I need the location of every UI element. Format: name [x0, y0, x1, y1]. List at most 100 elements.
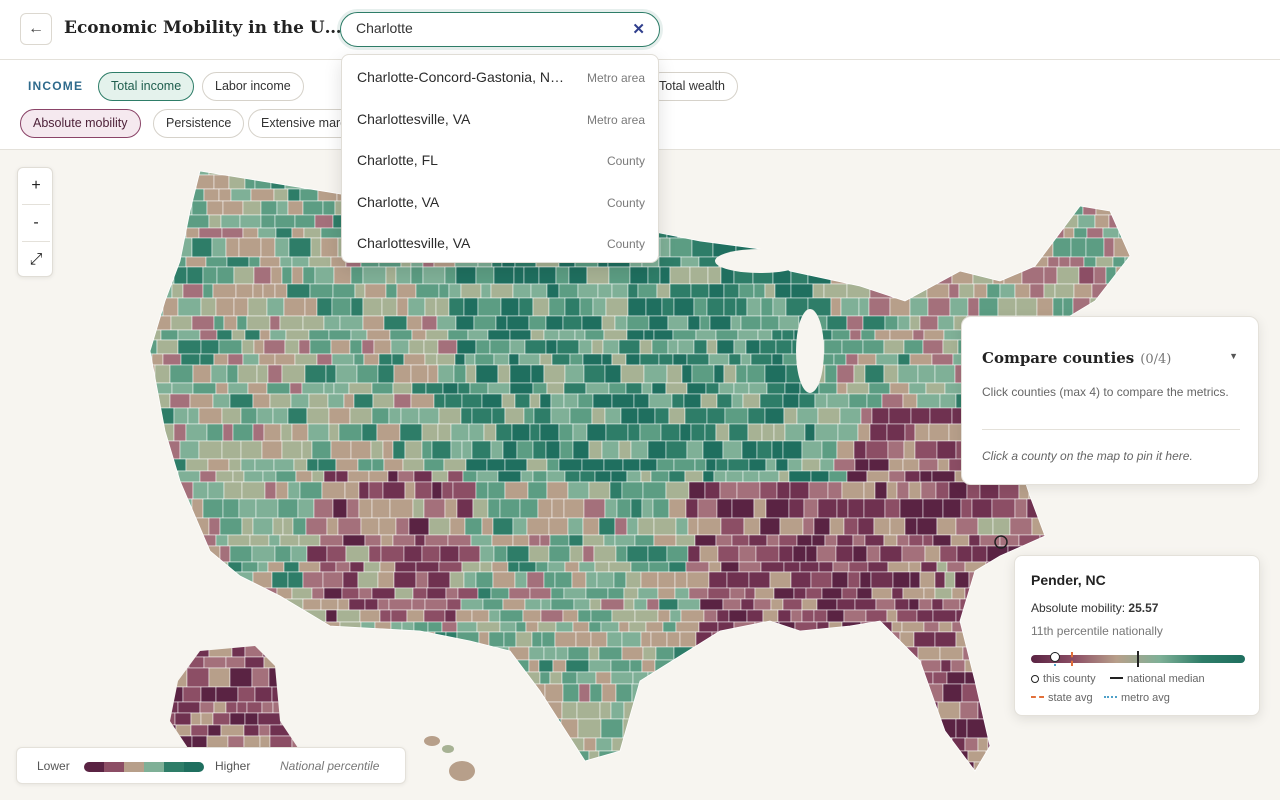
county-shape[interactable] — [863, 780, 875, 790]
county-shape[interactable] — [364, 598, 379, 611]
county-shape[interactable] — [1031, 174, 1048, 190]
county-shape[interactable] — [458, 718, 471, 739]
county-shape[interactable] — [140, 200, 155, 216]
county-shape[interactable] — [376, 423, 401, 442]
county-shape[interactable] — [744, 737, 768, 752]
county-shape[interactable] — [320, 598, 339, 611]
county-shape[interactable] — [889, 329, 914, 341]
county-shape[interactable] — [657, 609, 671, 623]
county-shape[interactable] — [988, 718, 1011, 739]
county-shape[interactable] — [425, 382, 444, 395]
county-shape[interactable] — [626, 517, 639, 536]
county-shape[interactable] — [475, 364, 499, 384]
county-shape[interactable] — [881, 393, 904, 409]
county-shape[interactable] — [972, 631, 986, 648]
county-shape[interactable] — [465, 458, 488, 472]
county-shape[interactable] — [372, 659, 396, 673]
county-shape[interactable] — [814, 718, 836, 739]
county-shape[interactable] — [805, 587, 823, 600]
county-shape[interactable] — [817, 407, 841, 425]
county-shape[interactable] — [623, 587, 639, 600]
county-shape[interactable] — [413, 470, 433, 483]
county-shape[interactable] — [230, 188, 252, 202]
county-shape[interactable] — [787, 458, 803, 472]
county-shape[interactable] — [364, 534, 382, 547]
county-shape[interactable] — [1015, 188, 1030, 202]
county-shape[interactable] — [289, 382, 303, 395]
county-shape[interactable] — [170, 315, 193, 331]
county-shape[interactable] — [765, 498, 790, 519]
county-shape[interactable] — [923, 621, 940, 633]
county-shape[interactable] — [935, 481, 950, 500]
county-shape[interactable] — [746, 364, 766, 384]
county-shape[interactable] — [782, 393, 800, 409]
county-shape[interactable] — [910, 761, 929, 780]
county-shape[interactable] — [868, 297, 891, 317]
county-shape[interactable] — [301, 440, 313, 460]
county-shape[interactable] — [345, 646, 361, 661]
county-shape[interactable] — [904, 266, 920, 285]
county-shape[interactable] — [390, 609, 408, 623]
county-shape[interactable] — [1112, 283, 1128, 299]
county-shape[interactable] — [140, 458, 157, 472]
county-shape[interactable] — [230, 598, 243, 611]
county-shape[interactable] — [303, 609, 327, 623]
county-shape[interactable] — [249, 534, 270, 547]
county-shape[interactable] — [335, 561, 351, 573]
county-shape[interactable] — [376, 701, 391, 720]
county-shape[interactable] — [788, 498, 805, 519]
county-shape[interactable] — [903, 737, 918, 752]
county-shape[interactable] — [171, 256, 187, 268]
county-shape[interactable] — [738, 561, 762, 573]
county-shape[interactable] — [871, 587, 893, 600]
county-shape[interactable] — [977, 701, 992, 720]
county-shape[interactable] — [904, 780, 925, 790]
county-shape[interactable] — [710, 750, 723, 763]
county-shape[interactable] — [282, 517, 294, 536]
county-shape[interactable] — [707, 266, 722, 285]
county-shape[interactable] — [688, 659, 710, 673]
county-shape[interactable] — [647, 266, 661, 285]
county-shape[interactable] — [1023, 214, 1043, 229]
county-shape[interactable] — [751, 659, 769, 673]
county-shape[interactable] — [564, 364, 585, 384]
county-shape[interactable] — [247, 382, 268, 395]
county-shape[interactable] — [659, 237, 671, 258]
county-shape[interactable] — [642, 481, 667, 500]
county-shape[interactable] — [699, 227, 722, 239]
county-shape[interactable] — [1089, 737, 1107, 752]
county-shape[interactable] — [888, 470, 906, 483]
county-shape[interactable] — [158, 659, 178, 673]
county-shape[interactable] — [547, 561, 566, 573]
county-shape[interactable] — [610, 701, 625, 720]
county-shape[interactable] — [491, 561, 509, 573]
county-shape[interactable] — [140, 315, 154, 331]
county-shape[interactable] — [760, 200, 783, 216]
county-shape[interactable] — [669, 266, 691, 285]
county-shape[interactable] — [609, 481, 623, 500]
county-shape[interactable] — [464, 701, 484, 720]
search-input[interactable] — [356, 20, 616, 36]
county-shape[interactable] — [461, 750, 473, 763]
county-shape[interactable] — [348, 598, 366, 611]
county-shape[interactable] — [934, 571, 946, 589]
county-shape[interactable] — [438, 780, 458, 790]
county-shape[interactable] — [858, 631, 883, 648]
county-shape[interactable] — [847, 659, 872, 673]
county-shape[interactable] — [211, 237, 227, 258]
county-shape[interactable] — [645, 621, 664, 633]
county-shape[interactable] — [509, 364, 532, 384]
county-shape[interactable] — [513, 737, 525, 752]
county-shape[interactable] — [724, 407, 749, 425]
county-shape[interactable] — [319, 534, 344, 547]
county-shape[interactable] — [453, 364, 467, 384]
county-shape[interactable] — [266, 382, 291, 395]
county-shape[interactable] — [852, 174, 872, 190]
county-shape[interactable] — [1097, 534, 1121, 547]
county-shape[interactable] — [918, 458, 939, 472]
county-shape[interactable] — [860, 407, 873, 425]
county-shape[interactable] — [492, 737, 505, 752]
county-shape[interactable] — [488, 631, 505, 648]
county-shape[interactable] — [673, 458, 696, 472]
county-shape[interactable] — [160, 329, 179, 341]
